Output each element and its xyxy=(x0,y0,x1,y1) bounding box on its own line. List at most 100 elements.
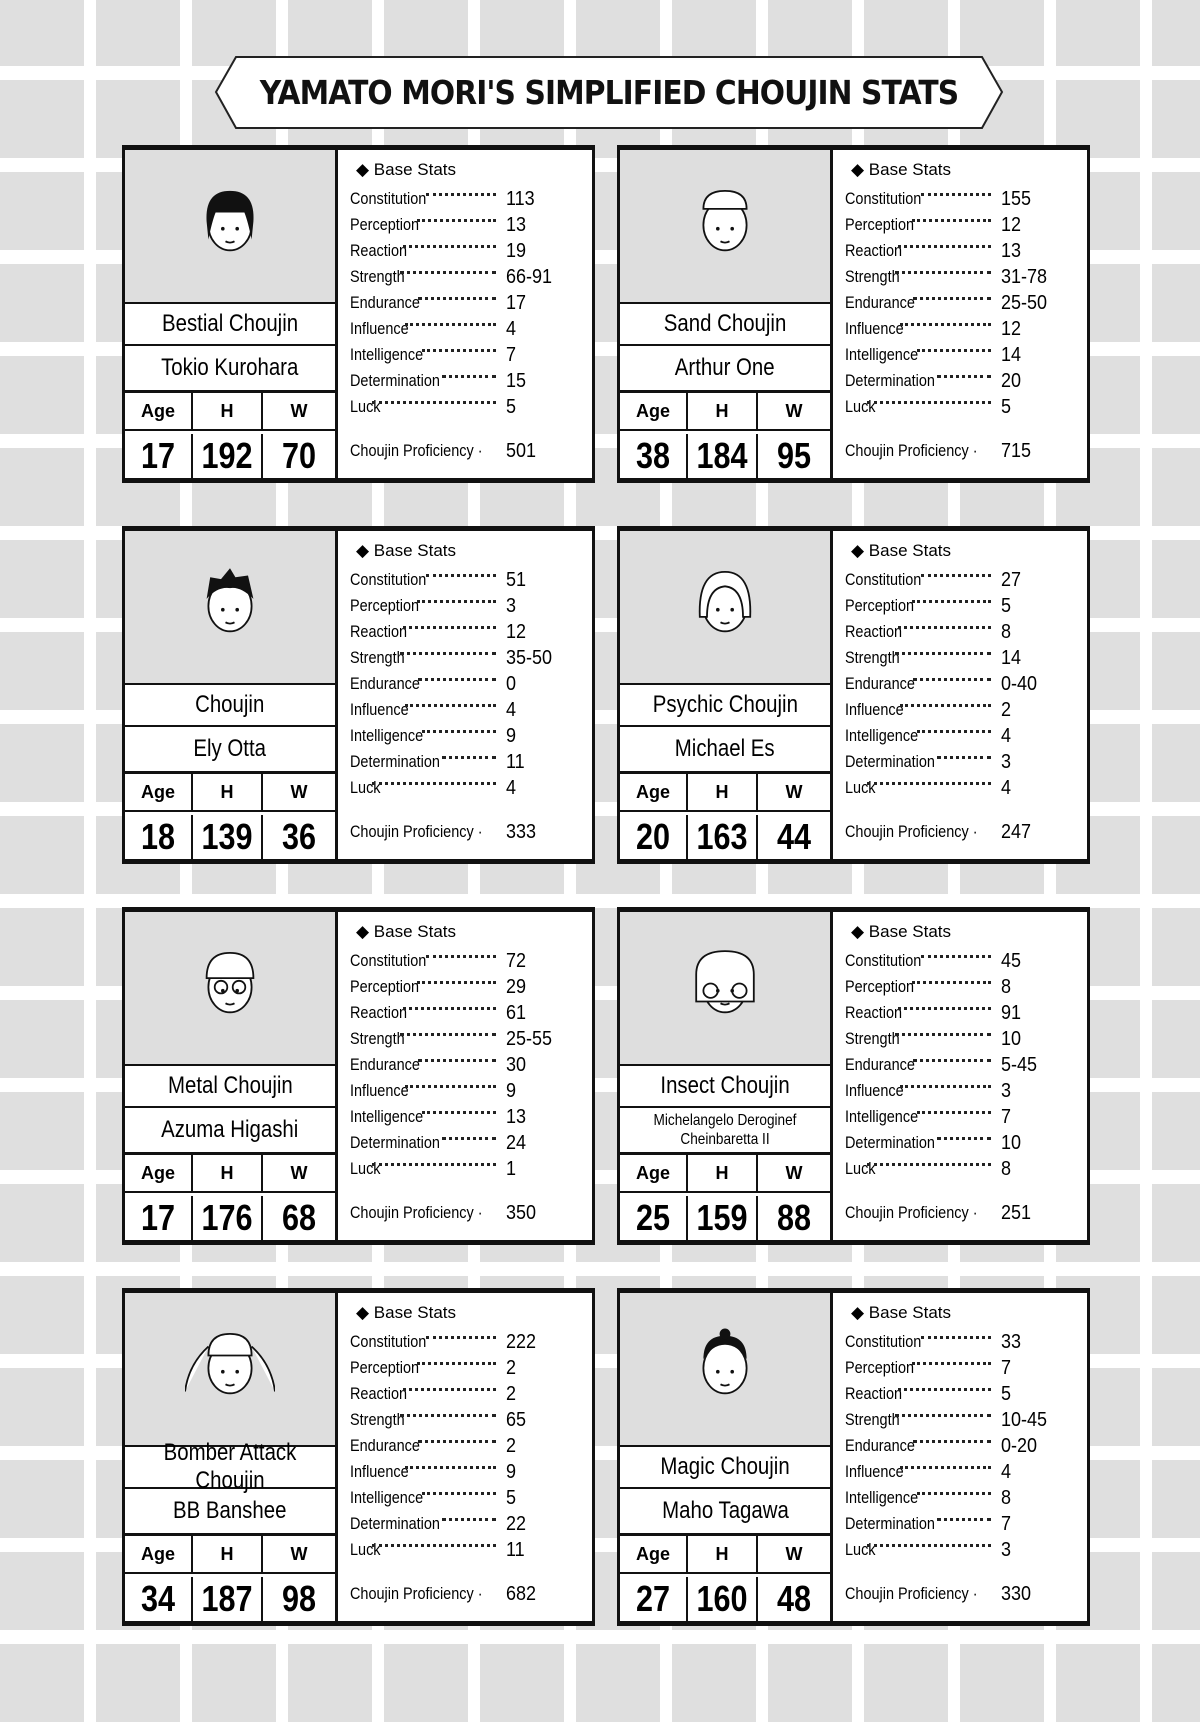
stat-row-luck: Luck 1 xyxy=(350,1156,592,1182)
base-stats-heading: ◆ Base Stats xyxy=(851,541,952,560)
stat-label: Determination xyxy=(845,1133,935,1152)
stat-value: 7 xyxy=(1001,1356,1012,1379)
stat-row-constitution: Constitution 72 xyxy=(350,948,592,974)
stat-value: 10 xyxy=(1001,1027,1022,1050)
character-card: Magic Choujin Maho Tagawa Age H W 27 160… xyxy=(617,1288,1090,1626)
stat-row-luck: Luck 3 xyxy=(845,1537,1087,1563)
stat-label: Constitution xyxy=(845,951,922,970)
age-header: Age xyxy=(125,774,193,812)
stat-value: 35-50 xyxy=(506,646,553,669)
character-name: Azuma Higashi xyxy=(125,1108,335,1155)
stat-label: Endurance xyxy=(845,1055,915,1074)
stat-value: 5 xyxy=(1001,1382,1012,1405)
stat-row-endurance: Endurance 0 xyxy=(350,671,592,697)
stat-value: 33 xyxy=(1001,1330,1022,1353)
stat-value: 12 xyxy=(506,620,527,643)
stat-label: Luck xyxy=(845,778,876,797)
portrait xyxy=(620,531,830,685)
height-header: H xyxy=(193,1536,263,1574)
stat-label: Determination xyxy=(845,371,935,390)
stat-row-strength: Strength 25-55 xyxy=(350,1026,592,1052)
stat-value: 12 xyxy=(1001,213,1022,236)
stat-row-constitution: Constitution 51 xyxy=(350,567,592,593)
stat-value: 4 xyxy=(506,776,517,799)
stat-row-intelligence: Intelligence 5 xyxy=(350,1485,592,1511)
stat-row-determination: Determination 10 xyxy=(845,1130,1087,1156)
character-name: BB Banshee xyxy=(125,1489,335,1536)
height-value: 139 xyxy=(193,814,263,859)
base-stats: ◆ Base Stats Constitution 27 Perception 5 Re… xyxy=(833,531,1087,859)
stat-row-influence: Influence 4 xyxy=(350,316,592,342)
choujin-class: Psychic Choujin xyxy=(620,685,830,727)
weight-value: 95 xyxy=(776,434,812,476)
stat-row-reaction: Reaction 19 xyxy=(350,238,592,264)
age-header: Age xyxy=(620,1536,688,1574)
stat-label: Endurance xyxy=(350,293,420,312)
choujin-proficiency: Choujin Proficiency · 330 xyxy=(845,1582,1032,1605)
weight-header: W xyxy=(758,393,830,431)
stat-value: 29 xyxy=(506,975,527,998)
stat-label: Constitution xyxy=(350,570,427,589)
stat-label: Luck xyxy=(350,778,381,797)
portrait xyxy=(125,150,335,304)
stat-label: Intelligence xyxy=(845,1488,919,1507)
stat-label: Endurance xyxy=(845,674,915,693)
base-stats: ◆ Base Stats Constitution 113 Perception 13… xyxy=(338,150,592,478)
character-card: Choujin Ely Otta Age H W 18 139 36 ◆ Bas… xyxy=(122,526,595,864)
stat-row-influence: Influence 9 xyxy=(350,1078,592,1104)
stat-value: 7 xyxy=(1001,1105,1012,1128)
stat-row-endurance: Endurance 17 xyxy=(350,290,592,316)
stat-row-strength: Strength 10 xyxy=(845,1026,1087,1052)
stat-value: 11 xyxy=(506,1538,525,1561)
proficiency-value: 330 xyxy=(1001,1582,1032,1605)
base-stats: ◆ Base Stats Constitution 222 Perception 2 R… xyxy=(338,1293,592,1621)
stat-value: 25-55 xyxy=(506,1027,553,1050)
stat-value: 4 xyxy=(1001,724,1012,747)
stat-row-reaction: Reaction 2 xyxy=(350,1381,592,1407)
stat-label: Strength xyxy=(350,267,405,286)
base-stats: ◆ Base Stats Constitution 155 Perception 12… xyxy=(833,150,1087,478)
base-stats-heading: ◆ Base Stats xyxy=(356,1303,457,1322)
stat-label: Influence xyxy=(350,700,409,719)
stat-row-reaction: Reaction 13 xyxy=(845,238,1087,264)
weight-header: W xyxy=(263,1536,335,1574)
weight-value: 36 xyxy=(281,815,317,857)
stat-value: 4 xyxy=(506,698,517,721)
choujin-class: Sand Choujin xyxy=(620,304,830,346)
base-stats-heading: ◆ Base Stats xyxy=(851,1303,952,1322)
stat-row-strength: Strength 10-45 xyxy=(845,1407,1087,1433)
stat-value: 27 xyxy=(1001,568,1022,591)
stat-label: Endurance xyxy=(350,1055,420,1074)
age-value: 38 xyxy=(620,433,688,478)
stat-label: Influence xyxy=(845,1462,904,1481)
age-value: 20 xyxy=(620,814,688,859)
stat-row-determination: Determination 3 xyxy=(845,749,1087,775)
stat-row-endurance: Endurance 0-40 xyxy=(845,671,1087,697)
proficiency-value: 715 xyxy=(1001,439,1032,462)
weight-header: W xyxy=(263,1155,335,1193)
stat-label: Strength xyxy=(350,648,405,667)
stat-value: 5 xyxy=(1001,594,1012,617)
stat-row-intelligence: Intelligence 9 xyxy=(350,723,592,749)
weight-value: 88 xyxy=(776,1196,812,1238)
stat-row-constitution: Constitution 45 xyxy=(845,948,1087,974)
stat-value: 7 xyxy=(506,343,517,366)
stat-row-influence: Influence 2 xyxy=(845,697,1087,723)
long-hair-face-icon xyxy=(206,190,254,252)
stat-label: Constitution xyxy=(350,951,427,970)
height-header: H xyxy=(193,393,263,431)
stat-value: 19 xyxy=(506,239,527,262)
choujin-proficiency: Choujin Proficiency · 501 xyxy=(350,439,537,462)
stat-value: 61 xyxy=(506,1001,527,1024)
stat-row-luck: Luck 4 xyxy=(845,775,1087,801)
stat-label: Influence xyxy=(350,1462,409,1481)
stat-label: Constitution xyxy=(845,570,922,589)
character-name: Michelangelo Deroginef Cheinbaretta II xyxy=(620,1108,830,1155)
stat-row-intelligence: Intelligence 4 xyxy=(845,723,1087,749)
stat-row-perception: Perception 12 xyxy=(845,212,1087,238)
height-value: 159 xyxy=(688,1195,758,1240)
proficiency-value: 247 xyxy=(1001,820,1032,843)
stat-label: Perception xyxy=(350,977,420,996)
stat-label: Determination xyxy=(350,1514,440,1533)
stat-row-determination: Determination 22 xyxy=(350,1511,592,1537)
